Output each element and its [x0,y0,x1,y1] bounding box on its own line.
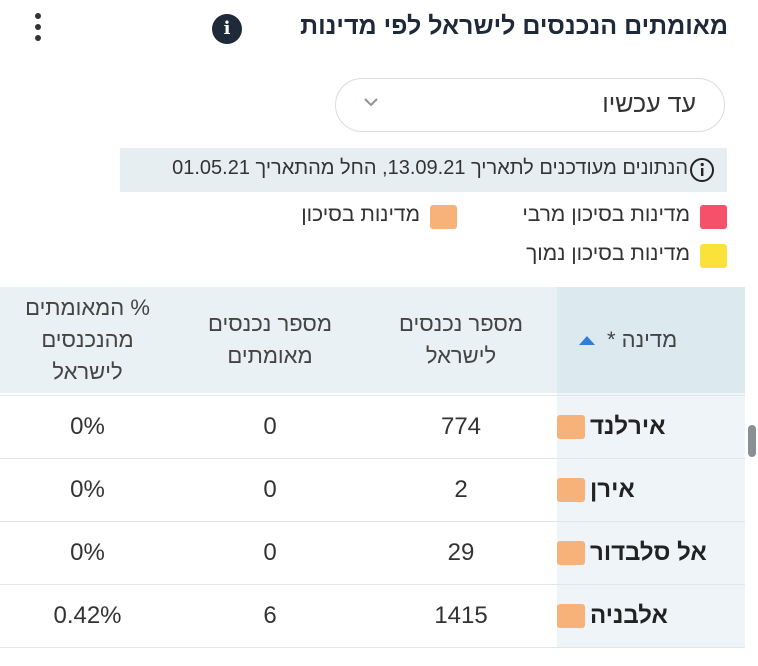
note-icon [690,158,714,182]
cell-value: 0% [70,413,105,440]
legend-swatch [700,244,727,268]
note-text: הנתונים מעודכנים לתאריך 13.09.21, החל מה… [172,157,688,179]
dropdown-chevron [364,98,378,107]
cell-value: 0 [263,539,277,566]
country-cell: אלבניה [557,585,745,647]
country-name: אל סלבדור [590,539,707,566]
country-name: אירלנד [590,413,666,440]
risk-swatch [557,415,585,439]
number-cell: 0% [0,522,175,584]
page-title: מאומתים הנכנסים לישראל לפי מדינות [300,12,728,40]
number-cell: 1415 [365,585,557,647]
cell-value: 0% [70,539,105,566]
cell-value: 0 [263,413,277,440]
cell-value: 1415 [434,602,488,629]
column-header-text: מספר נכנסים מאומתים [208,311,332,368]
country-name: אלבניה [590,602,668,629]
column-header[interactable]: מדינה * [557,287,745,393]
legend-label: מדינות בסיכון נמוך [526,242,690,265]
number-cell: 0 [175,522,365,584]
number-cell: 2 [365,459,557,521]
country-cell: אירלנד [557,396,745,458]
country-cell: אירן [557,459,745,521]
column-header[interactable]: % המאומתים מהנכנסים לישראל [0,287,175,393]
dropdown-value: עד עכשיו [602,90,696,118]
number-cell: 0.42% [0,585,175,647]
menu-button[interactable] [30,12,46,42]
number-cell: 774 [365,396,557,458]
country-cell: אל סלבדור [557,522,745,584]
column-header-text: מספר נכנסים לישראל [399,311,523,368]
table-row: אל סלבדור 29 0 0% [0,522,745,585]
table-header: מדינה * מספר נכנסים לישראל מספר נכנסים מאו… [0,287,745,393]
cell-value: 0% [70,476,105,503]
number-cell: 6 [175,585,365,647]
risk-swatch [557,604,585,628]
legend-label: מדינות בסיכון [301,203,420,226]
cell-value: 6 [263,602,277,629]
number-cell: 0 [175,396,365,458]
table-row: אלבניה 1415 6 0.42% [0,585,745,648]
scrollbar[interactable] [748,425,756,457]
cell-value: 0 [263,476,277,503]
risk-swatch [557,541,585,565]
table-row: אירלנד 774 0 0% [0,396,745,459]
legend-swatch [430,205,457,229]
update-note [120,148,727,192]
number-cell: 0% [0,459,175,521]
legend-label: מדינות בסיכון מרבי [522,203,690,226]
column-header-text: מדינה * [607,327,678,352]
number-cell: 0% [0,396,175,458]
number-cell: 29 [365,522,557,584]
number-cell: 0 [175,459,365,521]
legend-swatch [700,205,727,229]
period-dropdown[interactable] [335,78,725,132]
column-header[interactable]: מספר נכנסים לישראל [365,287,557,393]
column-header[interactable]: מספר נכנסים מאומתים [175,287,365,393]
cell-value: 29 [447,539,475,566]
country-name: אירן [590,476,635,503]
cell-value: 2 [454,476,468,503]
cell-value: 774 [440,413,482,440]
cell-value: 0.42% [53,602,122,629]
sort-indicator [579,336,595,345]
risk-swatch [557,478,585,502]
countries-table: מדינה * מספר נכנסים לישראל מספר נכנסים מאו… [0,287,745,666]
column-header-text: % המאומתים מהנכנסים לישראל [25,295,150,384]
table-row: אירן 2 0 0% [0,459,745,522]
info-button[interactable]: i [212,14,242,44]
